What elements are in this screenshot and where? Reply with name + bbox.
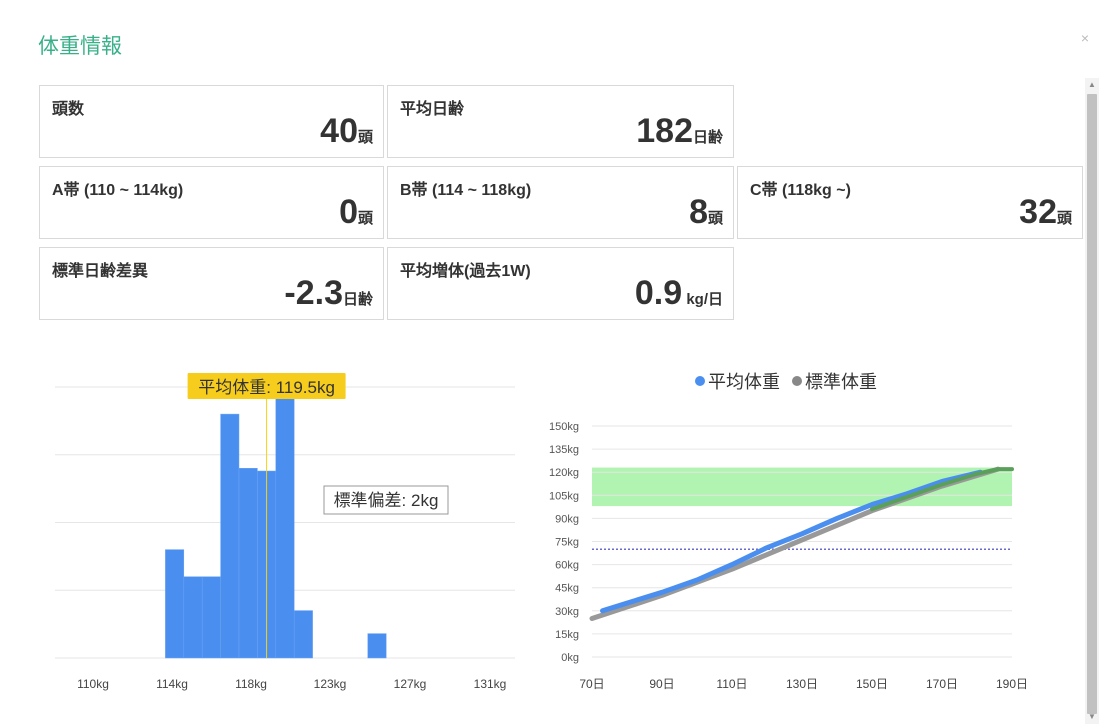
x-tick-label: 127kg [394, 677, 427, 691]
card-number: 182 [636, 112, 693, 150]
y-tick-label: 105kg [549, 490, 579, 502]
std-label-box: 標準偏差: 2kg [323, 485, 449, 515]
card-unit: 日齢 [342, 291, 373, 308]
histogram-bar [165, 549, 185, 659]
card-unit: kg/日 [682, 291, 723, 308]
card-band-a: A帯 (110 ~ 114kg) 0頭 [39, 166, 384, 239]
x-tick-label: 131kg [474, 677, 507, 691]
legend-dot-std [792, 376, 802, 386]
card-avg-gain: 平均増体(過去1W) 0.9 kg/日 [387, 247, 734, 320]
card-value: 40頭 [320, 112, 373, 151]
legend-label-avg: 平均体重 [708, 372, 780, 392]
x-tick-label: 110日 [716, 677, 747, 691]
x-tick-label: 130日 [786, 677, 818, 691]
card-label: 頭数 [52, 101, 85, 118]
histogram-bar [220, 413, 240, 659]
histogram-bar [201, 576, 221, 659]
histogram-bar [367, 633, 387, 659]
card-number: -2.3 [284, 274, 343, 312]
mean-label-box: 平均体重: 119.5kg [187, 373, 346, 399]
scroll-down-icon[interactable]: ▼ [1088, 712, 1096, 721]
y-tick-label: 120kg [549, 467, 579, 479]
card-label: 標準日齢差異 [52, 263, 149, 280]
y-tick-label: 150kg [549, 421, 579, 433]
x-tick-label: 110kg [77, 677, 109, 691]
scroll-up-icon[interactable]: ▲ [1088, 80, 1096, 89]
card-avg-age: 平均日齢 182日齢 [387, 85, 734, 158]
x-tick-label: 114kg [156, 677, 188, 691]
card-age-diff: 標準日齢差異 -2.3日齢 [39, 247, 384, 320]
card-band-c: C帯 (118kg ~) 32頭 [737, 166, 1083, 239]
x-tick-label: 70日 [579, 677, 604, 691]
weight-histogram: 110kg 114kg 118kg 123kg 127kg 131kg 平均体重: 119… [55, 373, 515, 691]
card-number: 0 [339, 193, 358, 231]
card-unit: 頭 [707, 210, 723, 227]
page-title: 体重情報 [38, 35, 122, 58]
card-value: 8頭 [689, 193, 723, 232]
y-tick-label: 0kg [561, 652, 579, 664]
x-tick-label: 170日 [926, 677, 958, 691]
legend-label-std: 標準体重 [805, 372, 877, 392]
y-tick-label: 75kg [555, 537, 579, 549]
series-line-overlap [870, 467, 1014, 512]
card-number: 32 [1019, 193, 1057, 231]
std-label: 標準偏差: 2kg [334, 491, 439, 510]
card-value: 32頭 [1019, 193, 1072, 232]
x-tick-label: 123kg [314, 677, 347, 691]
card-value: -2.3日齢 [284, 274, 373, 313]
card-unit: 日齢 [692, 129, 723, 146]
card-number: 8 [689, 193, 708, 231]
card-label: 平均日齢 [400, 101, 465, 118]
histogram-bar [293, 610, 313, 659]
y-tick-label: 15kg [555, 629, 579, 641]
mean-label: 平均体重: 119.5kg [198, 378, 335, 397]
card-label: A帯 (110 ~ 114kg) [52, 182, 184, 199]
x-tick-label: 90日 [649, 677, 674, 691]
y-tick-label: 90kg [555, 513, 579, 525]
y-tick-label: 45kg [555, 583, 579, 595]
histogram-bar [238, 468, 258, 659]
x-tick-label: 150日 [856, 677, 888, 691]
card-number: 0.9 [634, 274, 683, 312]
card-value: 182日齢 [636, 112, 723, 151]
close-icon[interactable]: × [1080, 30, 1089, 46]
scrollbar-thumb[interactable] [1087, 94, 1097, 714]
card-label: B帯 (114 ~ 118kg) [400, 182, 532, 199]
histogram-bar [183, 576, 203, 659]
scrollbar[interactable]: ▲ ▼ [1085, 78, 1099, 724]
histogram-bar [275, 386, 295, 659]
target-band [592, 467, 1012, 507]
series-line-avg [600, 469, 983, 614]
y-tick-label: 30kg [555, 606, 579, 618]
weight-trend-chart: 平均体重 標準体重 70日 90日 110日 130日 150日 170日 190日 0kg… [549, 372, 1028, 691]
x-tick-label: 190日 [996, 677, 1028, 691]
card-unit: 頭 [1056, 210, 1072, 227]
card-value: 0頭 [339, 193, 373, 232]
card-band-b: B帯 (114 ~ 118kg) 8頭 [387, 166, 734, 239]
card-unit: 頭 [357, 129, 373, 146]
x-tick-label: 118kg [235, 677, 267, 691]
y-tick-label: 135kg [549, 444, 579, 456]
card-unit: 頭 [357, 210, 373, 227]
card-value: 0.9 kg/日 [635, 274, 723, 313]
card-head-count: 頭数 40頭 [39, 85, 384, 158]
card-label: 平均増体(過去1W) [400, 263, 531, 280]
card-number: 40 [320, 112, 358, 150]
legend-dot-avg [695, 376, 705, 386]
card-label: C帯 (118kg ~) [750, 182, 851, 199]
y-tick-label: 60kg [555, 560, 579, 572]
legend: 平均体重 標準体重 [695, 372, 877, 392]
